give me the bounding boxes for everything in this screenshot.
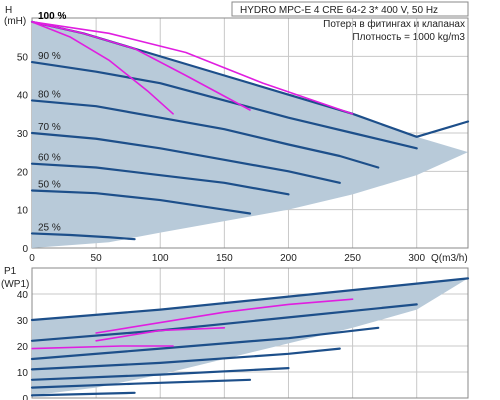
- power-system-curve: [95, 298, 354, 334]
- chart-title: HYDRO MPC-E 4 CRE 64-2 3* 400 V, 50 Hz: [240, 5, 438, 16]
- power-speed-curve: [30, 326, 380, 361]
- head-speed-curve: [30, 232, 136, 241]
- power-operating-envelope: [32, 278, 468, 396]
- head-speed-label: 70 %: [38, 122, 61, 133]
- head-speed-label: 80 %: [38, 89, 61, 100]
- head-speed-label: 90 %: [38, 51, 61, 62]
- head-ytick-label: 30: [17, 129, 29, 140]
- power-curve-panel: 0 10 20 30 40: [17, 267, 470, 400]
- head-xtick-label: 300: [408, 253, 425, 264]
- head-speed-curve: [30, 131, 341, 184]
- top-xlabel: Q(m3/h): [431, 253, 468, 264]
- head-ytick-label: 40: [17, 91, 29, 102]
- power-ytick-label: 0: [22, 394, 28, 400]
- head-curve-panel: 0 10 20 30 40 50 0 50 100 150 200 250 300 100 % 90 % 80…: [17, 11, 470, 264]
- title-box: [231, 1, 469, 17]
- head-speed-label: 60 %: [38, 153, 61, 164]
- annotation-density: Плотность = 1000 kg/m3: [352, 32, 465, 43]
- power-speed-curve: [30, 391, 136, 397]
- head-ytick-label: 50: [17, 52, 29, 63]
- head-xtick-label: 200: [280, 253, 297, 264]
- head-xtick-label: 50: [91, 253, 103, 264]
- power-system-curve: [31, 345, 174, 350]
- power-ytick-label: 40: [17, 290, 29, 301]
- power-ytick-label: 10: [17, 368, 29, 379]
- power-speed-curve: [30, 367, 290, 381]
- annotation-fittings: Потеря в фитингах и клапанах: [323, 18, 465, 30]
- bottom-ylabel-unit: (WP1): [1, 279, 29, 290]
- head-xtick-label: 250: [344, 253, 361, 264]
- head-xtick-label: 100: [152, 253, 169, 264]
- power-system-curve: [95, 326, 226, 342]
- power-speed-curve: [30, 303, 418, 342]
- head-ytick-label: 10: [17, 206, 29, 217]
- head-speed-curve: [30, 99, 380, 169]
- head-ytick-label: 20: [17, 167, 29, 178]
- power-speed-curve: [30, 378, 252, 389]
- head-speed-curve: [30, 189, 252, 215]
- bottom-ylabel: P1: [4, 266, 17, 277]
- head-speed-curve: [30, 60, 418, 150]
- head-xtick-label: 0: [29, 253, 35, 264]
- top-ylabel: H: [5, 5, 12, 16]
- power-speed-curve: [30, 347, 341, 371]
- head-system-curve: [31, 21, 354, 115]
- head-xtick-label: 150: [216, 253, 233, 264]
- power-ytick-label: 30: [17, 316, 29, 327]
- head-speed-label: 100 %: [38, 11, 66, 22]
- head-system-curve: [31, 21, 251, 111]
- head-speed-label: 50 %: [38, 180, 61, 191]
- head-system-curve: [31, 21, 174, 115]
- power-speed-curve: [30, 277, 470, 322]
- head-speed-label: 25 %: [38, 222, 61, 233]
- top-ylabel-unit: (mH): [4, 16, 26, 27]
- power-ytick-label: 20: [17, 342, 29, 353]
- head-ytick-label: 0: [22, 244, 28, 255]
- head-speed-curve: [30, 162, 290, 196]
